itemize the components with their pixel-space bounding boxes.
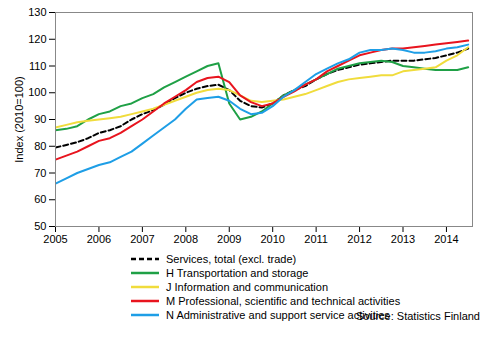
svg-text:2006: 2006 xyxy=(87,233,111,245)
html-text:J Information and communicatio: J Information and communication xyxy=(166,281,328,293)
svg-text:Index (2010=100): Index (2010=100) xyxy=(13,76,25,163)
svg-text:70: 70 xyxy=(34,167,46,179)
svg-text:90: 90 xyxy=(34,113,46,125)
svg-text:2005: 2005 xyxy=(43,233,67,245)
svg-text:80: 80 xyxy=(34,140,46,152)
svg-text:50: 50 xyxy=(34,220,46,232)
html-text:Source: Statistics Finland: Source: Statistics Finland xyxy=(355,310,480,322)
svg-text:2011: 2011 xyxy=(304,233,328,245)
svg-text:2009: 2009 xyxy=(217,233,241,245)
svg-text:2012: 2012 xyxy=(347,233,371,245)
svg-text:2013: 2013 xyxy=(391,233,415,245)
svg-text:2014: 2014 xyxy=(434,233,458,245)
svg-text:110: 110 xyxy=(29,60,47,72)
svg-text:100: 100 xyxy=(28,86,46,98)
html-text:Services, total (excl. trade): Services, total (excl. trade) xyxy=(166,253,297,265)
html-text:H Transportation and storage: H Transportation and storage xyxy=(166,267,309,279)
html-text:M Professional, scientific and: M Professional, scientific and technical… xyxy=(166,295,401,307)
svg-text:60: 60 xyxy=(34,193,46,205)
svg-text:130: 130 xyxy=(28,6,46,18)
svg-text:120: 120 xyxy=(28,33,46,45)
html-text:N Administrative and support s: N Administrative and support service act… xyxy=(166,309,390,321)
svg-text:2008: 2008 xyxy=(174,233,198,245)
svg-text:2007: 2007 xyxy=(130,233,154,245)
svg-text:2010: 2010 xyxy=(260,233,284,245)
